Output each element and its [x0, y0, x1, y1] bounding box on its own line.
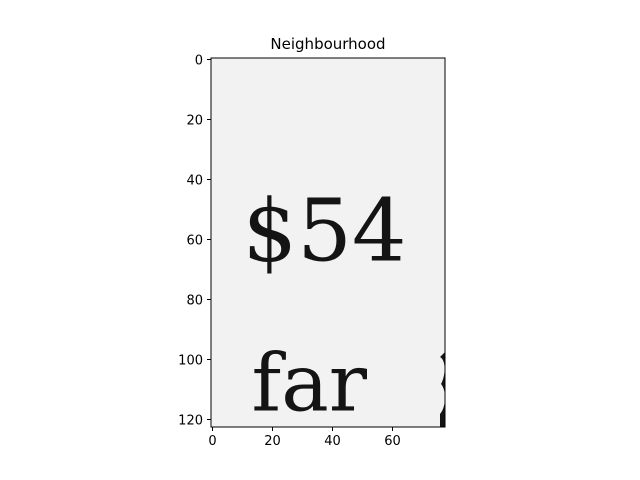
image-text-line: far — [252, 337, 368, 430]
image-text-layer: $54 far — [243, 182, 407, 430]
y-tick-label: 0 — [195, 54, 203, 69]
x-tick-label: 40 — [324, 434, 341, 449]
x-tick-label: 0 — [208, 434, 216, 449]
cropped-glyph — [440, 352, 446, 427]
x-tick-label: 20 — [264, 434, 281, 449]
x-axis-ticks: 0 20 40 60 — [208, 427, 401, 449]
y-tick-label: 80 — [186, 294, 203, 309]
image-shading — [211, 58, 445, 427]
x-tick-label: 60 — [384, 434, 401, 449]
y-tick-label: 100 — [178, 354, 203, 369]
image-text-line: $54 — [243, 182, 407, 282]
y-tick-label: 40 — [186, 174, 203, 189]
axes-frame — [210, 57, 446, 428]
y-tick-label: 60 — [186, 234, 203, 249]
y-axis-ticks: 0 20 40 60 80 100 120 — [178, 54, 211, 429]
y-tick-label: 120 — [178, 414, 203, 429]
y-tick-label: 20 — [186, 114, 203, 129]
chart-title: Neighbourhood — [270, 35, 385, 53]
image-area: $54 far — [211, 58, 446, 430]
